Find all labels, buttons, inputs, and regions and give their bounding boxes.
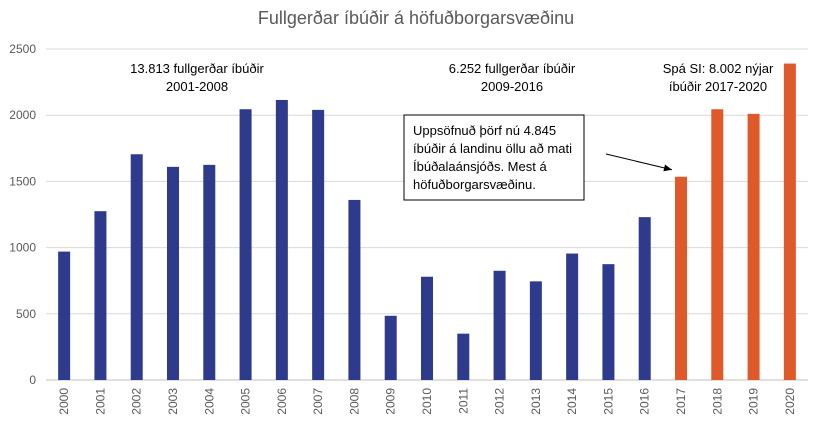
bar-2012 [493,270,506,380]
x-tick-label: 2004 [202,388,216,415]
bar-2008 [348,199,361,380]
annotation-text: 6.252 fullgerðar íbúðir [449,61,576,76]
y-axis: 0 500 1000 1500 2000 2500 [9,42,36,387]
bar-2010 [421,276,433,380]
x-tick-label: 2009 [384,388,398,415]
annotation-text: 2001-2008 [166,79,228,94]
bar-2007 [312,109,325,381]
callout-text: Íbúðalaánsjóðs. Mest á [413,159,547,174]
bar-2001 [94,211,107,380]
y-tick-label: 0 [29,373,36,387]
x-tick-label: 2015 [601,388,615,415]
bar-2003 [167,166,179,380]
x-tick-label: 2003 [166,388,180,415]
y-tick-label: 500 [16,307,36,321]
x-axis: 2000 2001 2002 2003 2004 2005 2006 2007 2008 2009… [57,388,797,415]
x-tick-label: 2014 [565,388,579,415]
bar-2002 [130,154,143,380]
bar-2005 [239,109,252,380]
x-tick-label: 2020 [783,388,797,415]
annotations: 13.813 fullgerðar íbúðir 2001-2008 6.252 f… [130,61,774,94]
bar-2019 [747,113,760,380]
x-tick-label: 2006 [275,388,289,415]
callout-box [403,114,585,201]
bar-2016 [638,217,651,380]
callout: Uppsöfnuð þörf nú 4.845 íbúðir á landinu … [403,114,673,201]
x-tick-label: 2007 [311,388,325,415]
bar-2015 [602,264,615,380]
bar-2009 [384,315,397,380]
annotation-text: 2009-2016 [481,79,543,94]
bar-2017 [675,176,687,380]
y-tick-label: 2000 [9,108,36,122]
x-tick-label: 2017 [674,388,688,415]
x-tick-label: 2019 [747,388,761,415]
bar-2020 [783,63,796,381]
y-tick-label: 2500 [9,42,36,56]
callout-arrowhead [663,164,672,172]
bar-2000 [58,251,71,380]
bar-2006 [275,99,288,380]
x-tick-label: 2013 [529,388,543,415]
x-tick-label: 2012 [493,388,507,415]
bar-2004 [203,164,216,380]
bar-2013 [529,281,542,380]
x-tick-label: 2016 [638,388,652,415]
annotation-text: Spá SI: 8.002 nýjar [663,61,774,76]
annotation-text: íbúðir 2017-2020 [669,79,767,94]
x-tick-label: 2001 [93,388,107,415]
y-tick-label: 1500 [9,174,36,188]
x-tick-label: 2005 [239,388,253,415]
x-tick-label: 2011 [456,388,470,414]
callout-arrow-line [605,153,673,171]
x-tick-label: 2018 [710,388,724,415]
chart-title: Fullgerðar íbúðir á höfuðborgarsvæðinu [258,8,574,28]
x-tick-label: 2002 [130,388,144,415]
bar-2011 [457,333,470,380]
x-tick-label: 2000 [57,388,71,415]
x-tick-label: 2010 [420,388,434,415]
bar-2018 [711,109,724,380]
y-tick-label: 1000 [9,241,36,255]
bar-2014 [566,253,579,380]
bars [58,63,796,381]
callout-text: höfuðborgarsvæðinu. [413,177,536,192]
annotation-text: 13.813 fullgerðar íbúðir [130,61,264,76]
callout-text: íbúðir á landinu öllu að mati [413,141,572,156]
x-tick-label: 2008 [347,388,361,415]
callout-text: Uppsöfnuð þörf nú 4.845 [413,123,556,138]
